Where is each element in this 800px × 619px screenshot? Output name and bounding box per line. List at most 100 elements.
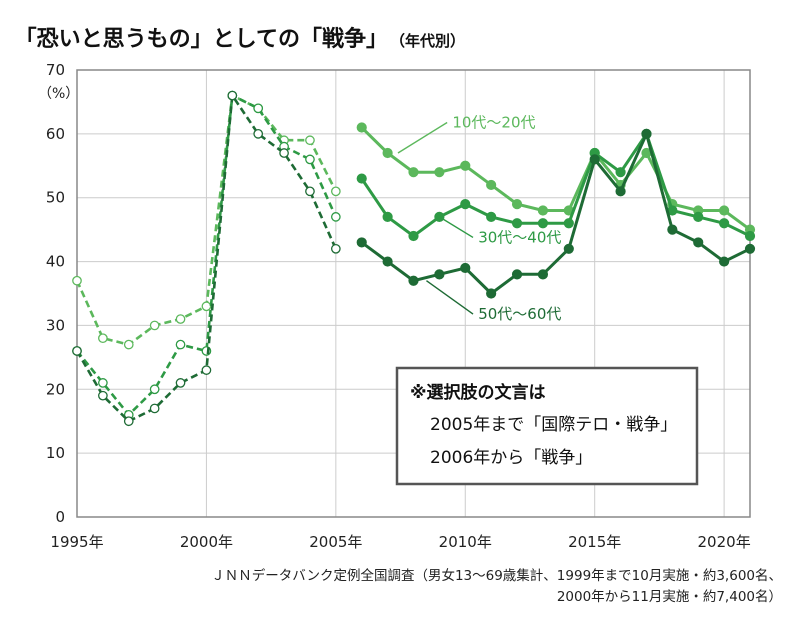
data-point-late: [486, 211, 497, 222]
y-tick-label: 20: [46, 380, 65, 398]
data-point-early: [305, 135, 315, 146]
data-point-late: [563, 243, 574, 254]
y-tick-label: 50: [46, 189, 65, 207]
data-point-late: [589, 154, 600, 165]
data-point-late: [537, 269, 549, 280]
series-1: [72, 90, 756, 350]
data-point-early: [123, 339, 134, 350]
data-point-late: [408, 167, 419, 178]
x-tick-label: 2010年: [439, 533, 492, 551]
x-tick-label: 2015年: [568, 533, 621, 551]
data-point-late: [641, 128, 652, 139]
data-point-late: [719, 218, 730, 229]
series-label-leader: [426, 280, 474, 315]
data-point-late: [408, 230, 419, 242]
series-labels: 10代～20代 30代～40代 50代～60代: [397, 113, 561, 323]
data-point-early: [330, 243, 341, 254]
data-point-late: [537, 205, 549, 216]
y-tick-label: 60: [46, 125, 65, 143]
series-line-late: [360, 129, 751, 296]
data-point-early: [253, 129, 264, 139]
data-point-late: [615, 167, 626, 178]
data-point-late: [434, 269, 445, 280]
data-point-late: [460, 160, 471, 171]
plot-frame: [76, 69, 751, 518]
data-point-late: [460, 199, 471, 210]
data-point-late: [434, 167, 445, 178]
y-tick-label: 70: [46, 61, 65, 79]
data-point-late: [382, 211, 393, 222]
data-point-early: [175, 378, 186, 388]
note-box-frame: [395, 366, 699, 486]
source-line-2: 2000年から11月実施・約7,400名）: [557, 589, 782, 605]
series-layer: [72, 90, 756, 427]
data-point-late: [744, 243, 756, 254]
series-line-early: [75, 93, 337, 417]
axes: 0 10 20 30 40 50 60 70 1995年 2000年 2005年 2010年 2015年…: [46, 61, 751, 551]
y-tick-label: 10: [46, 444, 65, 462]
data-point-late: [693, 211, 704, 222]
data-point-early: [175, 339, 186, 350]
data-point-late: [511, 218, 523, 229]
data-point-early: [279, 148, 289, 158]
data-point-late: [615, 186, 626, 197]
data-point-early: [98, 390, 108, 401]
data-point-early: [98, 333, 108, 344]
data-point-late: [460, 262, 471, 274]
data-point-early: [149, 403, 160, 414]
series-label: 30代～40代: [478, 228, 561, 246]
data-point-late: [719, 256, 730, 267]
data-point-late: [667, 224, 678, 235]
data-point-late: [719, 205, 730, 216]
y-tick-label: 0: [55, 508, 65, 526]
data-point-late: [408, 275, 419, 286]
chart-title: 「恐いと思うもの」としての「戦争」: [15, 26, 388, 52]
data-point-early: [305, 154, 315, 165]
x-tick-label: 2005年: [309, 533, 362, 551]
data-point-early: [253, 103, 264, 114]
data-point-early: [123, 416, 134, 427]
note-line-1: 2005年まで「国際テロ・戦争」: [430, 415, 677, 435]
chart-subtitle: （年代別）: [390, 32, 465, 50]
data-point-late: [356, 237, 367, 248]
data-point-late: [537, 218, 549, 229]
data-point-early: [305, 186, 315, 197]
data-point-late: [356, 173, 367, 184]
data-point-early: [330, 186, 341, 197]
note-line-2: 2006年から「戦争」: [430, 448, 592, 468]
data-point-early: [330, 212, 341, 222]
data-point-early: [175, 314, 186, 324]
data-point-late: [382, 147, 393, 159]
series-label: 10代～20代: [452, 113, 535, 131]
x-tick-label: 2020年: [698, 533, 751, 551]
series-label: 50代～60代: [478, 305, 561, 323]
x-tick-label: 1995年: [50, 533, 103, 551]
data-point-late: [356, 122, 367, 133]
data-point-late: [382, 256, 393, 267]
y-axis-label: （%）: [38, 86, 79, 102]
data-point-early: [149, 320, 160, 331]
note-box: ※選択肢の文言は 2005年まで「国際テロ・戦争」 2006年から「戦争」: [395, 366, 699, 486]
x-tick-label: 2000年: [180, 533, 233, 551]
y-tick-label: 30: [46, 316, 65, 334]
data-point-late: [511, 199, 523, 210]
note-title: ※選択肢の文言は: [410, 382, 546, 403]
data-point-early: [149, 384, 160, 395]
series-line-late: [360, 130, 751, 238]
data-point-late: [563, 218, 574, 229]
data-point-early: [98, 378, 108, 388]
series-label-leader: [397, 121, 448, 154]
data-point-late: [511, 269, 523, 280]
series-3: [72, 90, 756, 427]
data-point-late: [693, 237, 704, 248]
y-tick-label: 40: [46, 253, 65, 271]
data-point-early: [72, 275, 82, 286]
data-point-early: [227, 90, 238, 101]
data-point-early: [201, 301, 212, 312]
data-point-late: [486, 288, 497, 299]
data-point-early: [201, 365, 212, 375]
data-point-late: [486, 179, 497, 191]
source-line-1: ＪＮＮデータバンク定例全国調査（男女13～69歳集計、1999年まで10月実施・…: [211, 567, 782, 584]
data-point-early: [72, 346, 82, 356]
